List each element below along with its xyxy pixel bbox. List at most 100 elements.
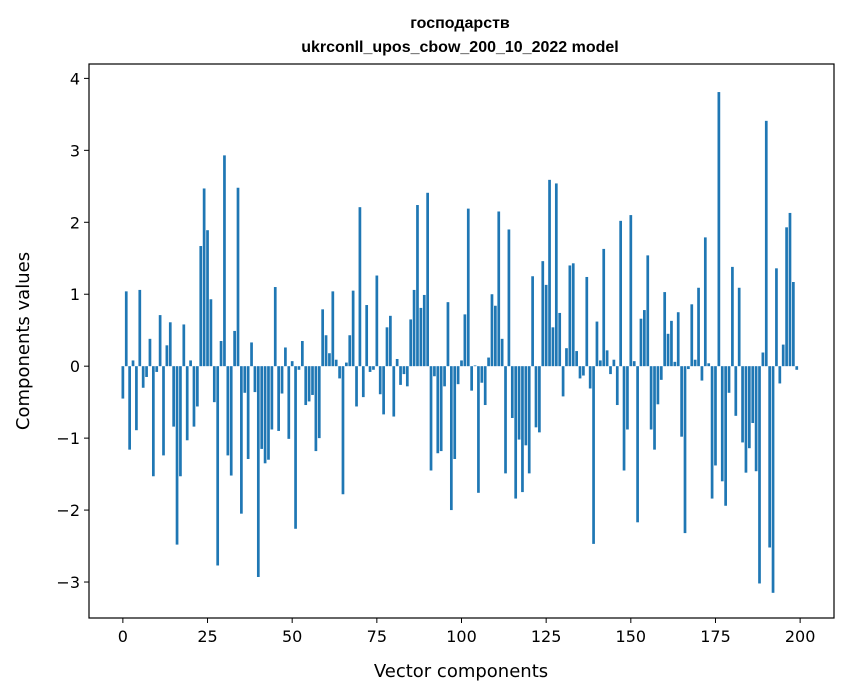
bar-80 — [392, 366, 396, 417]
bar-12 — [162, 366, 165, 456]
bar-157 — [653, 366, 656, 450]
bar-192 — [771, 366, 775, 593]
bar-130 — [561, 366, 565, 397]
bar-50 — [290, 361, 294, 367]
bar-89 — [422, 294, 426, 367]
bar-91 — [429, 366, 433, 471]
bar-30 — [223, 155, 226, 367]
bar-90 — [426, 192, 429, 367]
y-tick-label: −1 — [56, 429, 80, 448]
bar-150 — [629, 215, 633, 367]
bar-164 — [676, 312, 680, 367]
bar-44 — [270, 366, 274, 430]
bar-100 — [460, 360, 463, 367]
bar-70 — [358, 207, 362, 367]
y-tick-label: 3 — [70, 141, 80, 160]
bar-42 — [263, 366, 267, 464]
bar-143 — [605, 350, 609, 367]
bar-167 — [687, 366, 690, 370]
x-tick-label: 200 — [785, 627, 816, 646]
bar-48 — [284, 347, 287, 367]
bar-127 — [551, 327, 555, 367]
bar-166 — [683, 366, 687, 534]
bar-198 — [792, 282, 795, 367]
bar-56 — [311, 366, 314, 395]
bar-60 — [324, 335, 328, 367]
bar-36 — [243, 366, 247, 393]
bar-186 — [751, 366, 755, 424]
bar-51 — [294, 366, 297, 529]
bar-185 — [747, 366, 751, 449]
bar-173 — [707, 363, 711, 367]
bar-114 — [507, 229, 511, 367]
bar-146 — [615, 366, 619, 406]
bar-10 — [155, 366, 159, 372]
bar-94 — [439, 366, 443, 452]
bar-142 — [602, 248, 606, 367]
bar-181 — [734, 366, 738, 416]
bar-9 — [151, 366, 155, 477]
bar-133 — [571, 263, 575, 367]
bar-95 — [443, 366, 446, 387]
bar-165 — [680, 366, 683, 437]
bar-6 — [141, 366, 145, 388]
bar-14 — [168, 322, 172, 367]
bar-144 — [609, 366, 612, 375]
bar-126 — [548, 179, 551, 367]
bar-140 — [595, 321, 599, 367]
bar-99 — [456, 366, 460, 385]
bar-134 — [575, 351, 578, 367]
bar-193 — [775, 268, 778, 367]
bar-63 — [334, 359, 338, 367]
bar-1 — [124, 291, 128, 367]
bar-118 — [521, 366, 524, 493]
bar-129 — [558, 312, 562, 367]
bar-15 — [172, 366, 176, 427]
bar-109 — [490, 294, 494, 367]
bar-116 — [514, 366, 518, 499]
bar-175 — [714, 366, 717, 466]
bar-148 — [622, 366, 626, 471]
bar-172 — [703, 237, 707, 367]
plot-frame — [88, 63, 835, 619]
bar-191 — [768, 366, 772, 548]
bar-145 — [612, 359, 616, 367]
bar-45 — [273, 287, 277, 367]
bar-41 — [260, 366, 264, 449]
bar-19 — [185, 366, 189, 441]
bar-2 — [128, 366, 131, 450]
y-tick-label: −2 — [56, 501, 80, 520]
bar-66 — [345, 362, 348, 367]
bar-132 — [568, 265, 572, 367]
bar-84 — [405, 366, 409, 387]
bar-79 — [389, 315, 392, 367]
bar-139 — [592, 366, 595, 544]
bar-65 — [341, 366, 345, 495]
bar-136 — [582, 366, 585, 376]
bar-3 — [131, 360, 135, 367]
y-axis-label: Components values — [13, 252, 34, 430]
bar-77 — [382, 366, 385, 415]
bar-68 — [351, 290, 355, 367]
bar-177 — [720, 366, 724, 482]
x-axis-label: Vector components — [374, 661, 548, 682]
bar-38 — [250, 342, 253, 367]
bar-93 — [436, 366, 440, 454]
bar-96 — [446, 302, 450, 367]
bar-86 — [412, 289, 416, 367]
bar-20 — [189, 360, 192, 367]
bar-189 — [761, 352, 765, 367]
bar-58 — [317, 366, 321, 439]
bar-158 — [656, 366, 660, 405]
bar-31 — [226, 366, 230, 456]
bar-196 — [785, 227, 788, 367]
bar-119 — [524, 366, 528, 446]
bar-27 — [212, 366, 216, 403]
bar-101 — [463, 314, 467, 367]
bar-110 — [494, 305, 497, 367]
bar-128 — [554, 183, 558, 367]
bar-112 — [500, 338, 504, 367]
bar-125 — [544, 284, 548, 367]
bar-111 — [497, 211, 501, 367]
bar-17 — [179, 366, 182, 477]
